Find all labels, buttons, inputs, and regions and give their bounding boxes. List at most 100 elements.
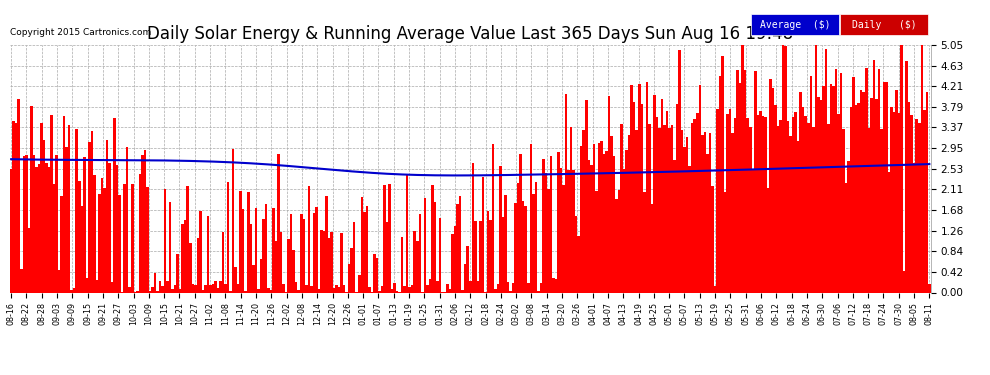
Bar <box>727 114 729 292</box>
Bar <box>163 189 166 292</box>
Bar <box>849 106 852 292</box>
Bar <box>303 219 305 292</box>
Bar <box>341 233 343 292</box>
Bar <box>709 133 711 292</box>
Bar <box>623 170 626 292</box>
Bar <box>567 171 570 292</box>
Bar <box>807 123 810 292</box>
Bar <box>800 92 802 292</box>
Bar <box>181 224 184 292</box>
Bar <box>494 289 497 292</box>
Bar <box>85 278 88 292</box>
FancyBboxPatch shape <box>841 14 928 35</box>
Bar <box>525 206 527 292</box>
Bar <box>204 285 207 292</box>
Bar <box>789 136 792 292</box>
Bar <box>232 149 235 292</box>
Bar <box>88 142 91 292</box>
Bar <box>650 204 653 292</box>
Bar <box>237 284 240 292</box>
Bar <box>347 264 350 292</box>
Bar <box>862 92 865 292</box>
Bar <box>245 291 248 292</box>
Bar <box>665 111 668 292</box>
Bar <box>867 128 870 292</box>
Bar <box>197 238 199 292</box>
Bar <box>325 196 328 292</box>
Bar <box>212 284 214 292</box>
Bar <box>73 288 75 292</box>
Bar <box>466 246 469 292</box>
Bar <box>585 100 587 292</box>
Bar <box>141 155 144 292</box>
Bar <box>249 224 252 292</box>
Bar <box>295 282 297 292</box>
Bar <box>593 144 595 292</box>
Bar <box>287 240 290 292</box>
Bar <box>648 124 650 292</box>
Bar <box>638 84 641 292</box>
Bar <box>492 144 494 292</box>
Bar <box>368 287 370 292</box>
Bar <box>582 130 585 292</box>
Bar <box>771 88 774 292</box>
Bar <box>554 279 557 292</box>
Bar <box>743 70 746 292</box>
Bar <box>225 284 227 292</box>
Bar <box>461 290 464 292</box>
Bar <box>522 201 525 292</box>
Bar <box>353 222 355 292</box>
Bar <box>343 285 346 292</box>
Title: Daily Solar Energy & Running Average Value Last 365 Days Sun Aug 16 19:48: Daily Solar Energy & Running Average Val… <box>148 26 793 44</box>
Bar <box>916 119 918 292</box>
Bar <box>732 133 734 292</box>
Bar <box>890 107 893 292</box>
Bar <box>633 102 636 292</box>
Bar <box>926 92 928 292</box>
Bar <box>782 45 784 292</box>
Bar <box>310 286 313 292</box>
Bar <box>870 98 872 292</box>
Bar <box>148 291 151 292</box>
Bar <box>636 130 638 292</box>
Bar <box>391 290 393 292</box>
Bar <box>18 99 20 292</box>
Bar <box>552 278 554 292</box>
Bar <box>880 129 883 292</box>
Bar <box>464 264 466 292</box>
Bar <box>219 281 222 292</box>
Bar <box>227 183 230 292</box>
Bar <box>388 184 391 292</box>
Bar <box>50 115 52 292</box>
Bar <box>96 280 98 292</box>
Bar <box>676 104 678 292</box>
Bar <box>179 289 181 292</box>
Bar <box>815 45 817 292</box>
Bar <box>375 258 378 292</box>
Bar <box>906 61 908 292</box>
Bar <box>474 220 476 292</box>
Bar <box>91 131 93 292</box>
Bar <box>658 128 660 292</box>
Bar <box>497 284 499 292</box>
Bar <box>55 156 57 292</box>
Bar <box>25 155 28 292</box>
Bar <box>338 287 341 292</box>
Bar <box>439 218 442 292</box>
Bar <box>616 199 618 292</box>
Bar <box>305 285 308 292</box>
Bar <box>699 85 701 292</box>
Bar <box>101 178 103 292</box>
Bar <box>549 156 552 292</box>
Bar <box>15 123 18 292</box>
Bar <box>80 206 83 292</box>
Bar <box>23 156 25 292</box>
Bar <box>797 141 800 292</box>
Bar <box>191 284 194 292</box>
Bar <box>336 285 338 292</box>
Bar <box>631 85 633 292</box>
Bar <box>559 168 562 292</box>
Bar <box>580 146 582 292</box>
Bar <box>507 282 509 292</box>
Bar <box>913 164 916 292</box>
